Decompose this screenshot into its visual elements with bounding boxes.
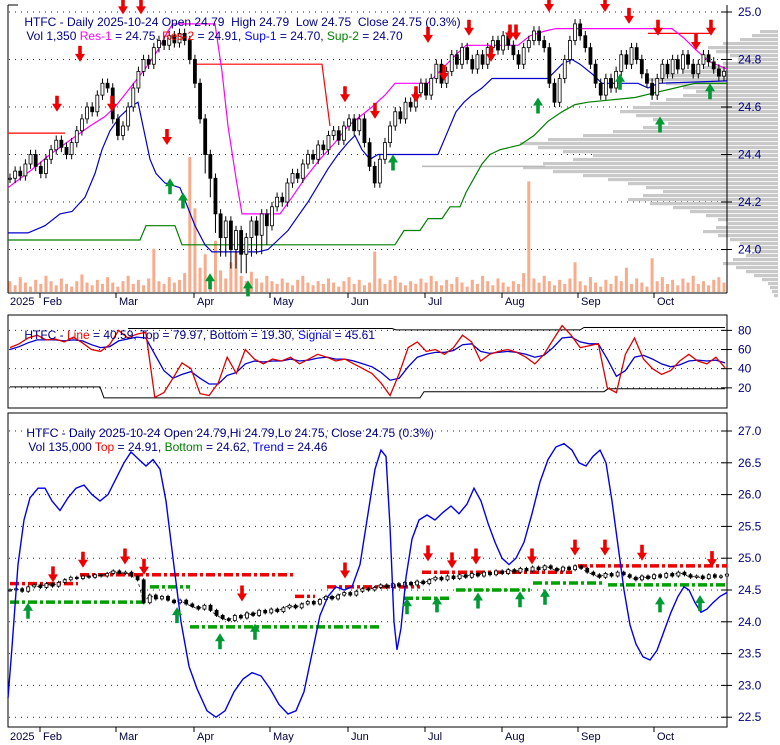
top-label: Top xyxy=(94,440,115,454)
svg-text:25.0: 25.0 xyxy=(738,551,762,565)
price-candles xyxy=(8,19,726,274)
bottom-label: Bottom xyxy=(164,440,203,454)
svg-text:Feb: Feb xyxy=(43,296,62,308)
trend-label: Trend xyxy=(252,440,284,454)
signal-label: Signal xyxy=(297,328,332,342)
svg-text:Jun: Jun xyxy=(351,731,369,743)
svg-text:23.0: 23.0 xyxy=(738,678,762,692)
svg-text:Oct: Oct xyxy=(657,731,674,743)
svg-text:20: 20 xyxy=(738,381,752,395)
svg-text:Oct: Oct xyxy=(657,296,674,308)
volume-label: Vol 1,350 xyxy=(26,29,80,43)
trend-panel-legend: Vol 135,000 Top = 24.91, Bottom = 24.62,… xyxy=(15,428,327,467)
trend-candles xyxy=(8,564,729,623)
svg-text:24.4: 24.4 xyxy=(738,148,762,162)
svg-text:23.5: 23.5 xyxy=(738,647,762,661)
svg-text:Sep: Sep xyxy=(581,731,601,743)
oscillator-series xyxy=(9,324,726,399)
price-chart-svg[interactable]: 25.0 24.8 24.6 24.4 24.2 24.0 Feb Mar Apr May Jun J… xyxy=(0,0,780,310)
price-panel-legend: Vol 1,350 Res-1 = 24.75, Res-2 = 24.91, … xyxy=(13,17,403,56)
res2-label: Res-2 xyxy=(162,29,195,43)
svg-text:May: May xyxy=(273,731,294,743)
svg-text:24.2: 24.2 xyxy=(738,195,762,209)
svg-text:25.0: 25.0 xyxy=(738,5,762,19)
line-label: Line xyxy=(67,328,90,342)
line-values: = 40.59, Top = 79.97, Bottom = 19.30, xyxy=(89,328,298,342)
price-month-axis: Feb Mar Apr May Jun Jul Aug Sep Oct 2025 xyxy=(10,293,674,308)
volume-bars xyxy=(8,157,726,292)
trend-ohlc-text: HTFC - Daily 2025-10-24 Open 24.79,Hi 24… xyxy=(26,426,434,440)
signal-arrows xyxy=(52,0,716,297)
oscillator-bands xyxy=(10,327,725,399)
svg-text:Feb: Feb xyxy=(43,731,62,743)
volume-profile xyxy=(520,30,778,298)
sup2-label: Sup-2 xyxy=(326,29,359,43)
svg-text:Apr: Apr xyxy=(197,296,214,308)
price-panel-title: HTFC - Daily 2025-10-24 Open 24.79 High … xyxy=(11,3,461,42)
top-value: = 24.91, xyxy=(114,440,165,454)
svg-text:24.8: 24.8 xyxy=(738,53,762,67)
res1-label: Res-1 xyxy=(79,29,112,43)
svg-text:24.0: 24.0 xyxy=(738,615,762,629)
trend-signal-arrows xyxy=(23,539,717,650)
svg-text:Sep: Sep xyxy=(581,296,601,308)
sup2-value: = 24.70 xyxy=(358,29,403,43)
trend-panel-title: HTFC - Daily 2025-10-24 Open 24.79,Hi 24… xyxy=(13,414,434,453)
svg-text:24.6: 24.6 xyxy=(738,100,762,114)
price-frame: 25.0 24.8 24.6 24.4 24.2 24.0 xyxy=(7,4,762,294)
svg-text:Mar: Mar xyxy=(119,296,138,308)
svg-text:Jul: Jul xyxy=(428,731,442,743)
svg-text:27.0: 27.0 xyxy=(738,424,762,438)
svg-text:2025: 2025 xyxy=(10,296,34,308)
svg-text:26.5: 26.5 xyxy=(738,456,762,470)
svg-text:Mar: Mar xyxy=(119,731,138,743)
trend-month-axis: Feb Mar Apr May Jun Jul Aug Sep Oct 2025 xyxy=(10,727,674,743)
svg-text:2025: 2025 xyxy=(10,731,34,743)
trend-frame: 27.0 26.5 26.0 25.5 25.0 24.5 24.0 23.5 23.0 22.5 xyxy=(7,412,762,728)
oscillator-prefix: HTFC - xyxy=(24,328,67,342)
svg-text:24.0: 24.0 xyxy=(738,243,762,257)
svg-text:40: 40 xyxy=(738,362,752,376)
svg-text:Apr: Apr xyxy=(197,731,214,743)
trend-value: = 24.46 xyxy=(283,440,328,454)
bottom-value: = 24.62, xyxy=(202,440,253,454)
svg-text:60: 60 xyxy=(738,343,752,357)
sup1-label: Sup-1 xyxy=(244,29,277,43)
svg-text:Aug: Aug xyxy=(505,731,525,743)
overlay-lines xyxy=(7,23,728,253)
svg-text:24.5: 24.5 xyxy=(738,583,762,597)
svg-text:Jul: Jul xyxy=(428,296,442,308)
trend-line xyxy=(7,442,728,719)
sup1-value: = 24.70, xyxy=(276,29,327,43)
oscillator-panel-legend: HTFC - Line = 40.59, Top = 79.97, Bottom… xyxy=(11,316,375,355)
signal-value: = 45.61 xyxy=(331,328,376,342)
oscillator-chart-svg[interactable]: 80 60 40 20 xyxy=(0,310,780,410)
res1-value: = 24.75, xyxy=(111,29,163,43)
price-ohlc-text: HTFC - Daily 2025-10-24 Open 24.79 High … xyxy=(24,15,461,29)
top-bottom-dash-levels xyxy=(10,564,727,629)
res2-value: = 24.91, xyxy=(194,29,245,43)
svg-text:25.5: 25.5 xyxy=(738,519,762,533)
svg-text:26.0: 26.0 xyxy=(738,488,762,502)
oscillator-frame: 80 60 40 20 xyxy=(7,314,752,409)
svg-text:Aug: Aug xyxy=(505,296,525,308)
trend-chart-svg[interactable]: 27.0 26.5 26.0 25.5 25.0 24.5 24.0 23.5 23.0 22.5… xyxy=(0,410,780,745)
svg-text:May: May xyxy=(273,296,294,308)
trend-volume-label: Vol 135,000 xyxy=(28,440,95,454)
svg-text:80: 80 xyxy=(738,323,752,337)
svg-text:Jun: Jun xyxy=(351,296,369,308)
svg-text:22.5: 22.5 xyxy=(738,710,762,724)
